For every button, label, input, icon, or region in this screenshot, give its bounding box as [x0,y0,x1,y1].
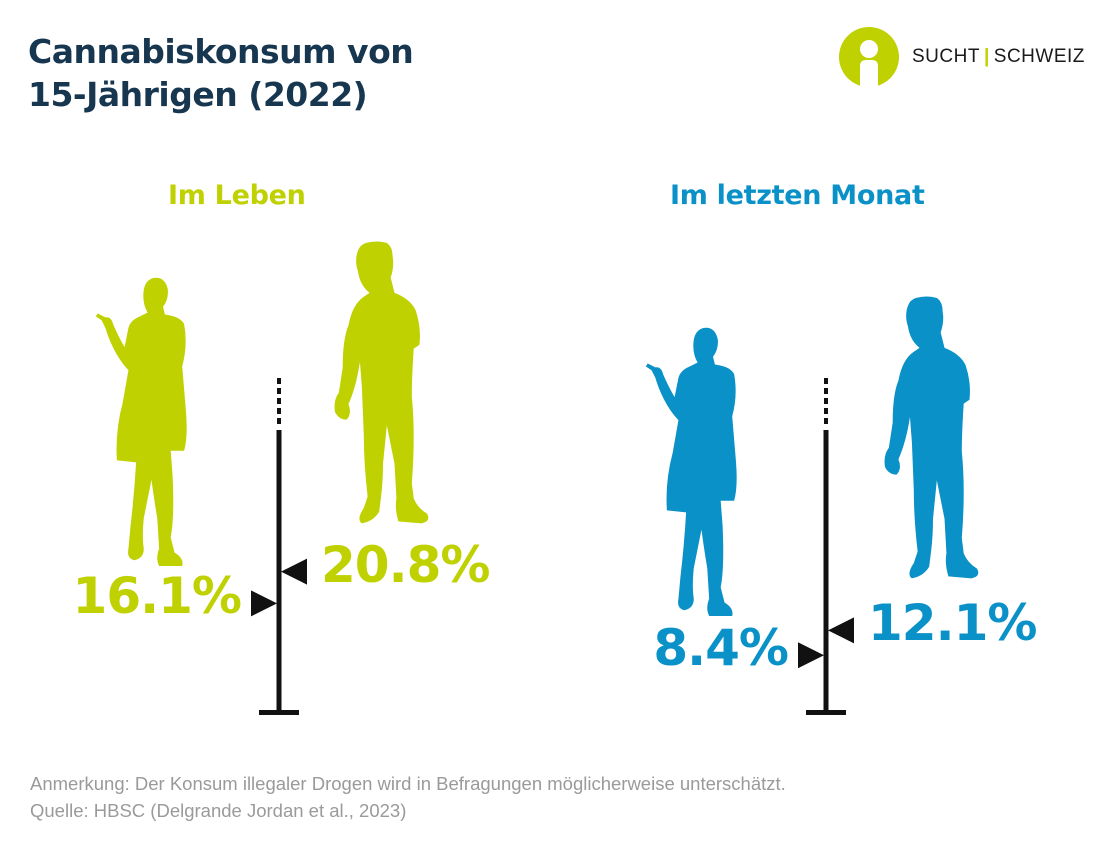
title-line-2: 15-Jährigen (2022) [28,75,368,114]
axis-break-dash [277,418,281,424]
axis-break-dash [277,408,281,414]
page-title: Cannabiskonsum von 15-Jährigen (2022) [28,30,414,116]
axis-break-dash [824,388,828,394]
panel-last-month [645,296,979,715]
logo-separator: | [983,46,990,67]
person-in-circle-icon [839,27,899,87]
value-marker-jungen [281,558,307,585]
female-silhouette-icon [95,277,187,566]
value-label: 20.8% [321,535,490,594]
panel-title-lifetime: Im Leben [168,180,306,211]
value-marker-jungen [828,617,854,644]
logo-text-sucht: SUCHT [912,46,980,67]
logo-wordmark: SUCHT | SCHWEIZ [912,46,1085,68]
footer-note: Anmerkung: Der Konsum illegaler Drogen w… [30,773,786,794]
panel-title-last-month: Im letzten Monat [670,180,925,211]
axis-break-dash [277,378,281,384]
axis-break-dash [824,418,828,424]
male-silhouette-icon [884,296,979,579]
axis-line [276,430,282,712]
value-label: 12.1% [868,594,1037,653]
female-silhouette-icon [645,327,737,616]
male-silhouette-icon [334,241,429,524]
value-marker-maedchen [798,642,824,669]
footer: Anmerkung: Der Konsum illegaler Drogen w… [30,770,786,824]
value-marker-maedchen [251,590,277,617]
axis-break-dash [277,398,281,404]
panel-lifetime [95,241,429,715]
title-line-1: Cannabiskonsum von [28,32,414,71]
axis-line [823,430,829,712]
value-label: 8.4% [653,619,789,678]
axis-break-dash [824,398,828,404]
axis-baseline [806,710,846,715]
logo-text-schweiz: SCHWEIZ [993,46,1085,67]
sucht-schweiz-logo: SUCHT | SCHWEIZ [838,26,1088,88]
value-label: 16.1% [72,567,242,626]
axis-break-dash [277,388,281,394]
axis-baseline [259,710,299,715]
footer-source: Quelle: HBSC (Delgrande Jordan et al., 2… [30,800,407,821]
axis-break-dash [824,408,828,414]
axis-break-dash [824,378,828,384]
